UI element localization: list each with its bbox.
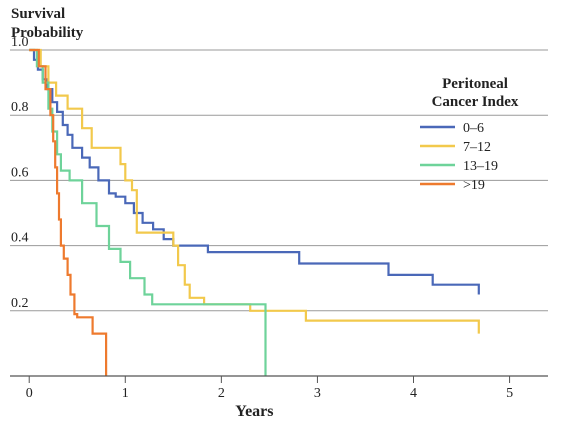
legend-label-1: 7–12 xyxy=(463,140,491,155)
chart-title-line-0: Survival xyxy=(11,6,65,22)
x-tick-label-0: 0 xyxy=(26,386,33,401)
legend-label-0: 0–6 xyxy=(463,121,484,136)
series-line-1 xyxy=(29,48,480,334)
axis-layer xyxy=(10,375,548,383)
text-layer: 0 1 2 3 4 5 0.2 0.4 0.6 0.8 1.0 Survival Probability… xyxy=(11,6,513,420)
legend-title-line-0: Peritoneal xyxy=(442,76,508,92)
x-tick-label-3: 3 xyxy=(314,386,321,401)
legend-label-3: >19 xyxy=(463,178,485,193)
series-line-2 xyxy=(29,48,267,376)
series-line-0 xyxy=(29,48,480,295)
y-tick-label-0: 0.2 xyxy=(11,296,29,311)
series-layer xyxy=(29,48,480,376)
y-tick-label-2: 0.6 xyxy=(11,165,29,180)
chart-title-line-1: Probability xyxy=(11,25,84,41)
legend: Peritoneal Cancer Index 0–6 7–12 13–19 >19 xyxy=(420,76,519,193)
y-tick-label-4: 1.0 xyxy=(11,35,29,50)
x-tick-label-5: 5 xyxy=(506,386,513,401)
series-line-3 xyxy=(29,48,108,376)
x-tick-label-1: 1 xyxy=(122,386,129,401)
legend-title-line-1: Cancer Index xyxy=(432,94,519,110)
legend-label-2: 13–19 xyxy=(463,159,498,174)
y-tick-label-1: 0.4 xyxy=(11,231,29,246)
x-tick-label-2: 2 xyxy=(218,386,225,401)
y-tick-label-3: 0.8 xyxy=(11,100,29,115)
x-axis-label: Years xyxy=(235,403,273,420)
x-tick-label-4: 4 xyxy=(410,386,417,401)
